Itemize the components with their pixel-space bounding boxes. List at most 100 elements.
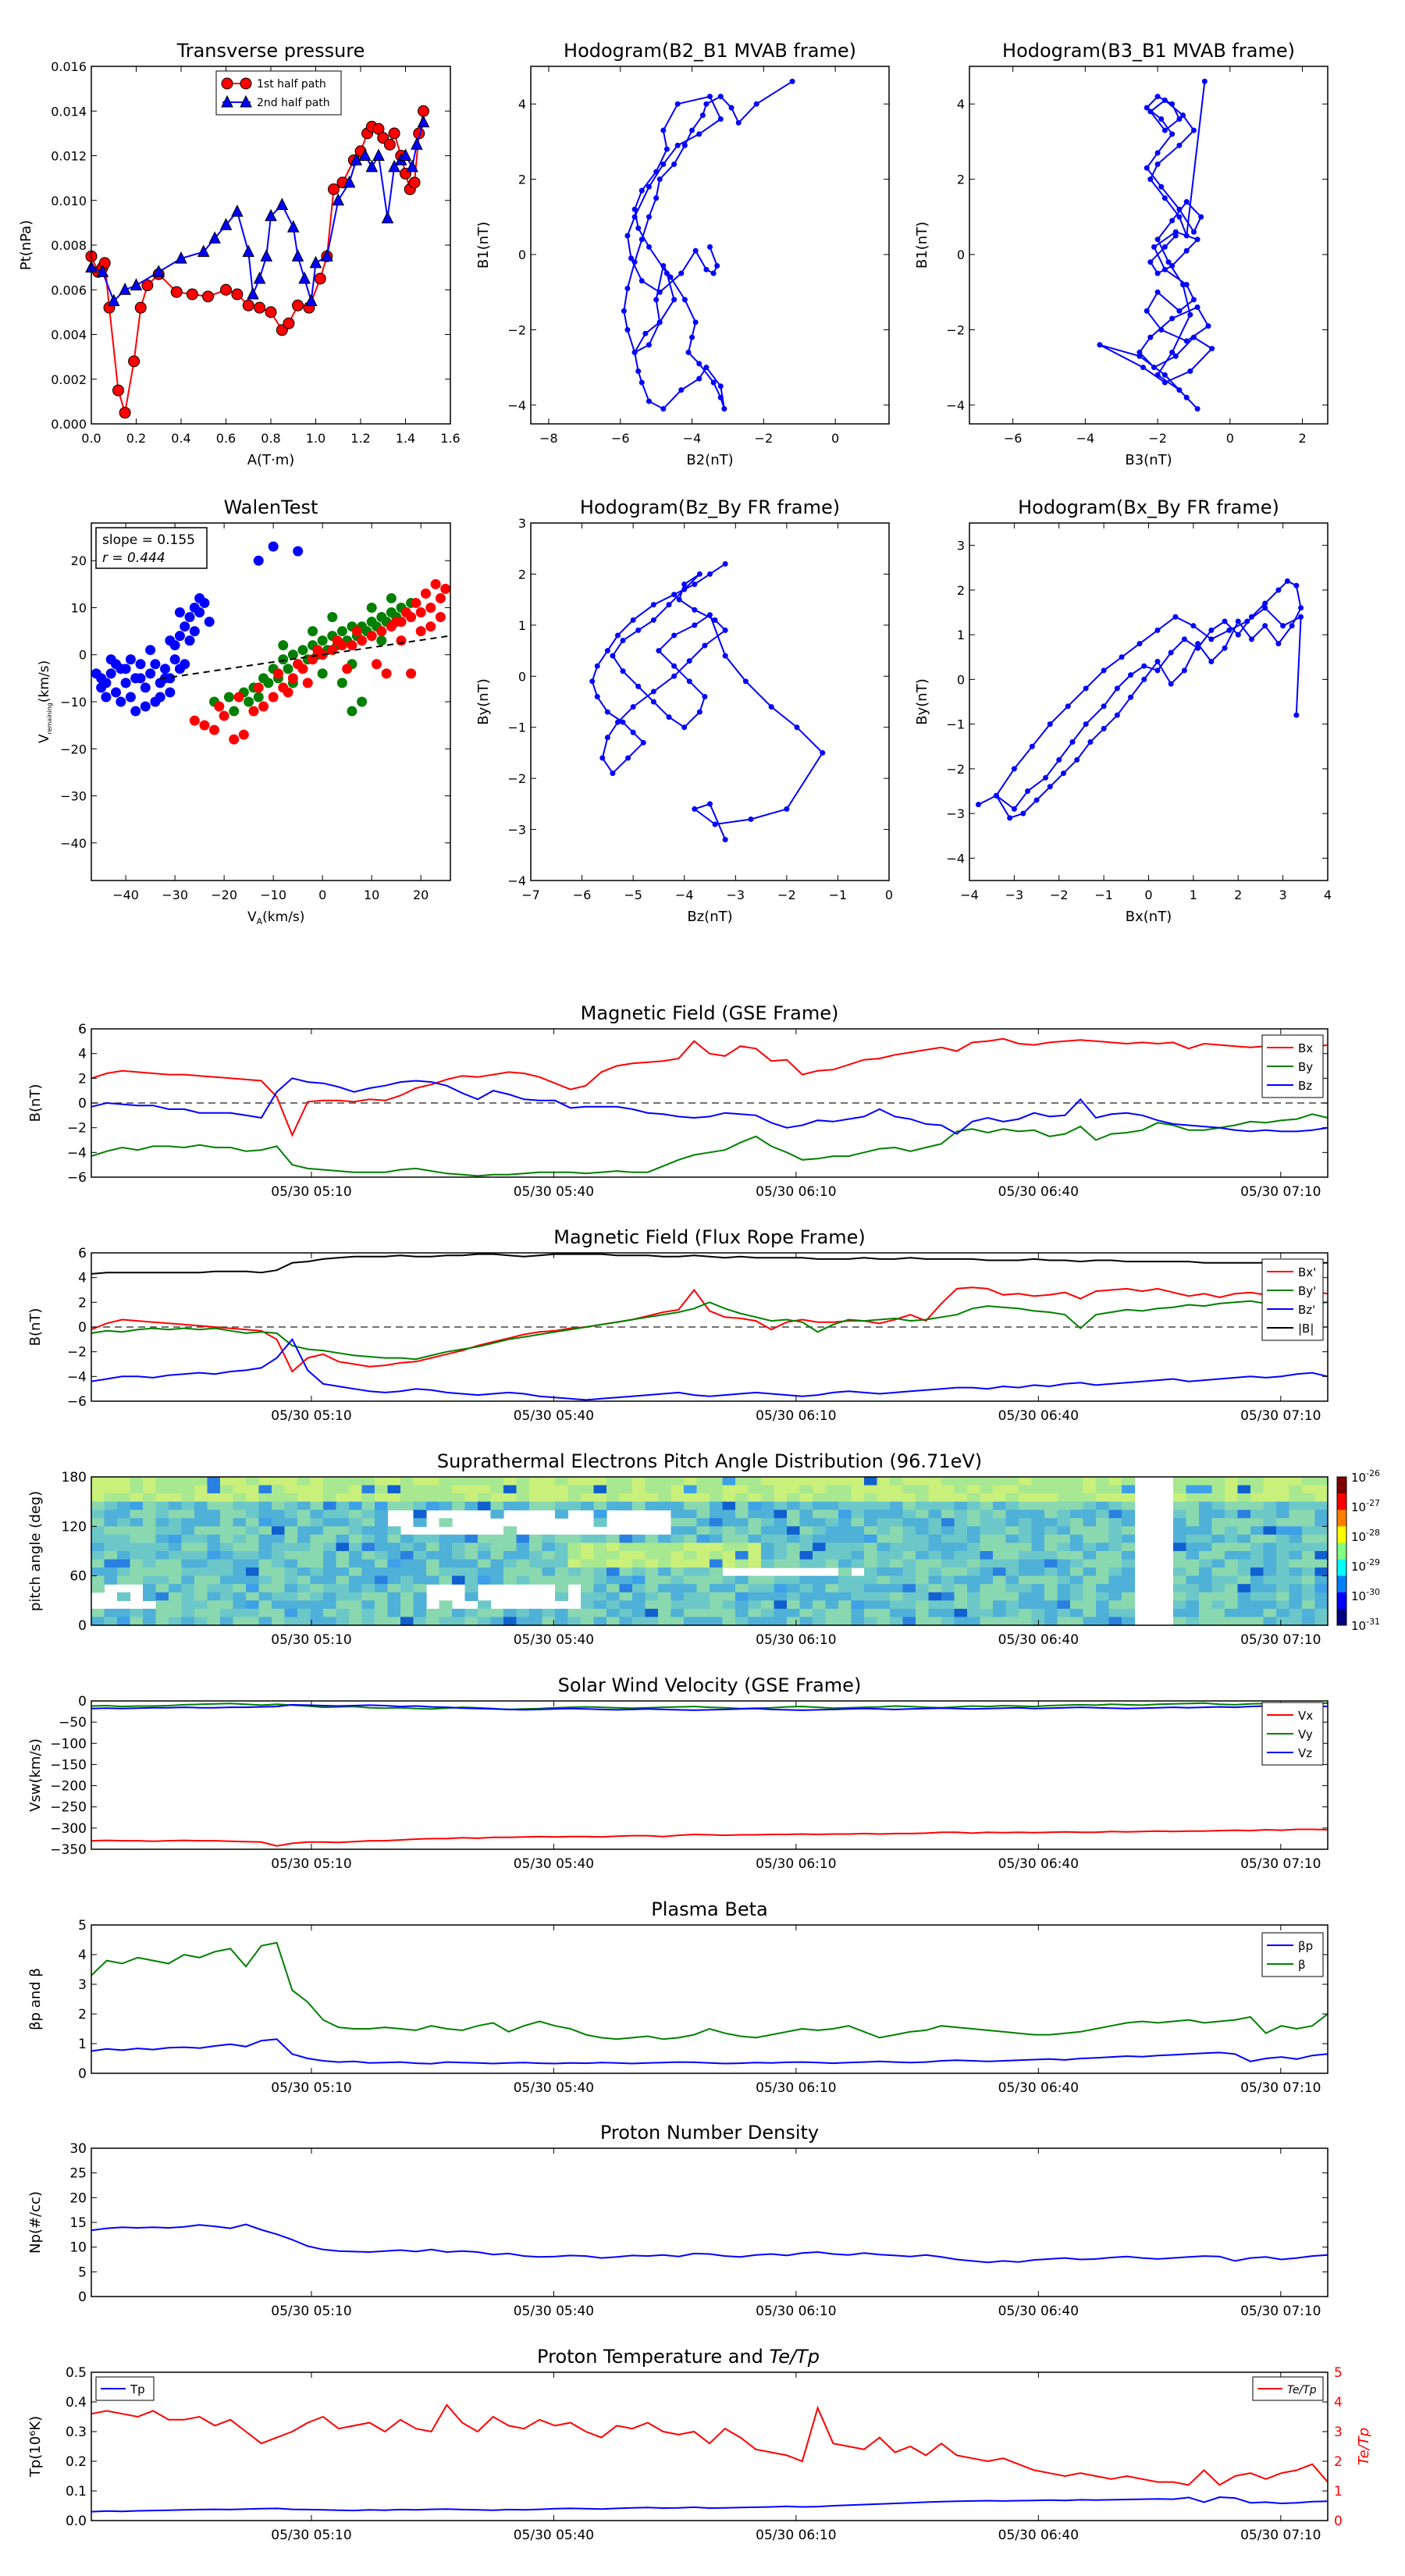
heatmap-cell xyxy=(1211,1485,1225,1494)
heatmap-cell xyxy=(181,1485,195,1494)
data-point xyxy=(278,654,289,665)
heatmap-cell xyxy=(684,1584,698,1593)
heatmap-cell xyxy=(1070,1575,1084,1585)
heatmap-cell xyxy=(1237,1567,1251,1577)
heatmap-cell xyxy=(993,1517,1007,1527)
data-point xyxy=(150,659,161,670)
data-point xyxy=(219,218,233,230)
data-point xyxy=(1161,97,1168,103)
heatmap-cell xyxy=(233,1526,247,1535)
heatmap-cell xyxy=(1314,1477,1329,1486)
heatmap-cell xyxy=(1314,1493,1329,1503)
heatmap-cell xyxy=(297,1592,311,1601)
data-point xyxy=(253,555,264,566)
heatmap-cell xyxy=(902,1485,916,1494)
heatmap-cell xyxy=(1199,1575,1213,1585)
heatmap-cell xyxy=(272,1501,286,1510)
heatmap-cell xyxy=(104,1526,118,1535)
heatmap-cell xyxy=(529,1551,543,1560)
data-point xyxy=(686,678,692,685)
heatmap-cell xyxy=(1083,1592,1097,1601)
heatmap-cell xyxy=(117,1592,131,1601)
heatmap-cell xyxy=(400,1592,414,1601)
heatmap-cell xyxy=(670,1493,685,1503)
heatmap-cell xyxy=(1250,1617,1264,1626)
heatmap-cell xyxy=(1173,1534,1187,1544)
data-point xyxy=(1208,658,1215,664)
heatmap-cell xyxy=(954,1584,968,1593)
data-point xyxy=(653,297,660,303)
heatmap-cell xyxy=(941,1559,955,1568)
heatmap-cell xyxy=(619,1567,633,1577)
heatmap-cell xyxy=(1083,1477,1097,1486)
legend-label: By' xyxy=(1298,1284,1316,1298)
fit-line xyxy=(160,635,451,680)
heatmap-cell xyxy=(916,1477,930,1486)
heatmap-cell xyxy=(130,1510,144,1519)
heatmap-cell xyxy=(1083,1517,1097,1527)
data-point xyxy=(189,715,200,726)
data-point xyxy=(1222,645,1228,651)
y-tick-label: −2 xyxy=(67,1345,87,1361)
data-point xyxy=(1158,116,1165,122)
heatmap-cell xyxy=(1083,1600,1097,1610)
data-point xyxy=(1144,165,1150,171)
heatmap-cell xyxy=(761,1551,775,1560)
data-point xyxy=(381,668,392,679)
heatmap-cell xyxy=(967,1600,981,1610)
heatmap-cell xyxy=(684,1617,698,1626)
heatmap-cell xyxy=(478,1534,492,1544)
data-point xyxy=(1161,372,1168,378)
data-point xyxy=(336,626,347,637)
data-point xyxy=(631,349,638,355)
heatmap-cell xyxy=(555,1534,569,1544)
heatmap-cell xyxy=(220,1584,234,1593)
data-point xyxy=(247,286,259,300)
y-tick-label: −6 xyxy=(67,1170,87,1186)
heatmap-cell xyxy=(258,1575,272,1585)
heatmap-cell xyxy=(169,1534,183,1544)
heatmap-cell xyxy=(143,1567,157,1577)
heatmap-cell xyxy=(1019,1551,1033,1560)
data-point xyxy=(1190,623,1197,629)
heatmap-cell xyxy=(361,1559,375,1568)
heatmap-cell xyxy=(503,1501,518,1510)
heatmap-cell xyxy=(272,1592,286,1601)
heatmap-cell xyxy=(619,1575,633,1585)
heatmap-cell xyxy=(1250,1542,1264,1552)
data-point xyxy=(1194,406,1200,412)
data-point xyxy=(1074,756,1080,763)
heatmap-cell xyxy=(722,1517,736,1527)
heatmap-cell xyxy=(155,1617,169,1626)
heatmap-cell xyxy=(375,1526,389,1535)
heatmap-cell xyxy=(1031,1493,1045,1503)
heatmap-cell xyxy=(1096,1617,1110,1626)
heatmap-cell xyxy=(130,1617,144,1626)
heatmap-cell xyxy=(1083,1567,1097,1577)
heatmap-cell xyxy=(774,1608,788,1618)
x-axis-label: VA(km/s) xyxy=(247,909,304,927)
heatmap-cell xyxy=(980,1567,994,1577)
heatmap-cell xyxy=(361,1551,375,1560)
heatmap-cell xyxy=(1199,1608,1213,1618)
heatmap-cell xyxy=(1070,1485,1084,1494)
y-tick-label: 4 xyxy=(78,1047,87,1062)
data-point xyxy=(692,607,698,613)
x-tick-label: 05/30 05:10 xyxy=(271,2304,351,2319)
heatmap-cell xyxy=(284,1600,298,1610)
y-tick-label: −6 xyxy=(67,1394,87,1410)
y-axis-label: Vsw(km/s) xyxy=(27,1738,44,1812)
heatmap-cell xyxy=(954,1493,968,1503)
data-point xyxy=(120,664,131,674)
heatmap-cell xyxy=(1186,1542,1200,1552)
data-point xyxy=(1047,784,1053,790)
heatmap-cell xyxy=(1263,1534,1277,1544)
x-tick-label: 05/30 06:10 xyxy=(756,2080,836,2096)
heatmap-cell xyxy=(284,1575,298,1585)
heatmap-cell xyxy=(413,1551,427,1560)
heatmap-cell xyxy=(825,1526,839,1535)
x-tick-label: 0 xyxy=(1144,888,1152,902)
heatmap-cell xyxy=(1031,1559,1045,1568)
data-point xyxy=(1047,721,1053,728)
